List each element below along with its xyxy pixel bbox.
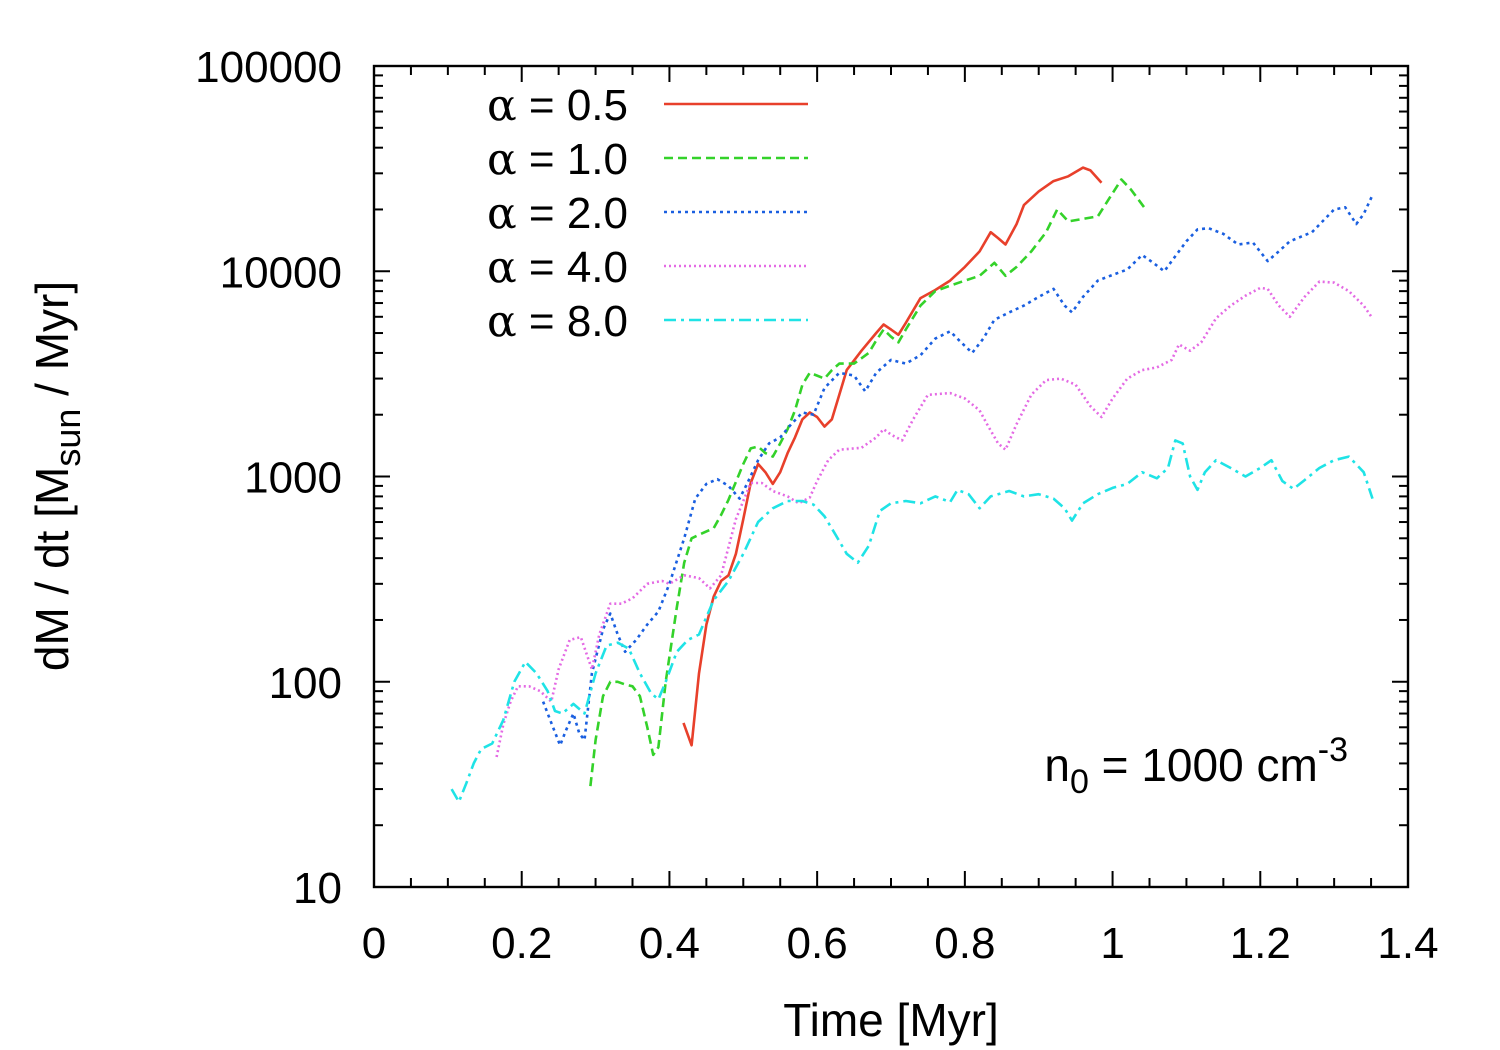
y-tick-label: 100000 (195, 43, 342, 92)
x-tick-label: 0.4 (639, 919, 700, 968)
y-tick-label: 100 (269, 659, 342, 708)
y-tick-label: 10000 (220, 248, 342, 297)
x-tick-label: 0.6 (787, 919, 848, 968)
legend-label: α = 1.0 (487, 134, 628, 185)
x-tick-label: 0.8 (934, 919, 995, 968)
x-tick-label: 0.2 (491, 919, 552, 968)
y-tick-labels: 10 100 1000 10000 100000 (195, 43, 342, 913)
series-group (450, 166, 1374, 804)
legend: α = 0.5α = 1.0α = 2.0α = 4.0α = 8.0 (487, 80, 808, 347)
legend-label: α = 0.5 (487, 80, 628, 131)
y-tick-label: 10 (293, 864, 342, 913)
x-axis-title: Time [Myr] (783, 994, 999, 1046)
x-tick-label: 1 (1100, 919, 1124, 968)
legend-label: α = 4.0 (487, 242, 628, 293)
x-tick-labels: 0 0.2 0.4 0.6 0.8 1 1.2 1.4 (362, 919, 1439, 968)
series-line (450, 439, 1374, 804)
legend-label: α = 8.0 (487, 296, 628, 347)
y-axis-title: dM / dt [Msun / Myr] (26, 281, 88, 671)
annotation: n0 = 1000 cm-3 (1044, 731, 1348, 801)
series-line (495, 280, 1374, 758)
series-line (682, 166, 1103, 747)
axis-ticks (373, 66, 1409, 888)
x-tick-label: 1.4 (1377, 919, 1438, 968)
legend-label: α = 2.0 (487, 188, 628, 239)
x-tick-label: 1.2 (1230, 919, 1291, 968)
series-line (589, 178, 1147, 787)
x-tick-label: 0 (362, 919, 386, 968)
y-tick-label: 1000 (244, 454, 342, 503)
series-line (541, 194, 1374, 747)
plot-frame (372, 64, 1410, 889)
